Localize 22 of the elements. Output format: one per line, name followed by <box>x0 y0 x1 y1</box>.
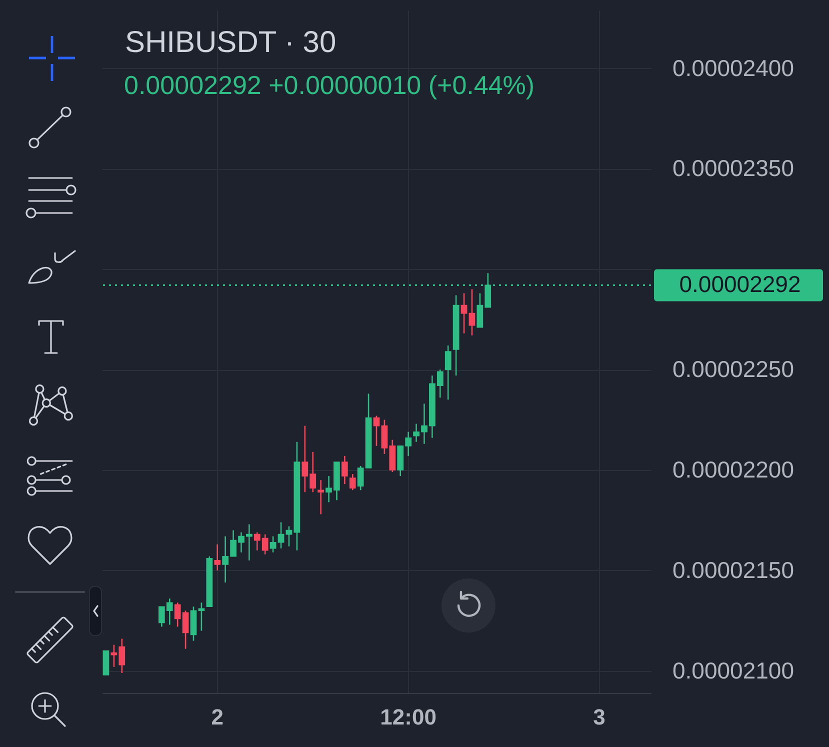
y-tick-label: 0.00002250 <box>672 356 794 382</box>
candlestick <box>373 415 380 447</box>
x-tick-label: 2 <box>211 704 224 730</box>
text: SHIBUSDT · 30 <box>125 26 336 59</box>
candlestick <box>468 288 476 336</box>
candlestick <box>214 544 221 572</box>
y-tick-label: 0.00002350 <box>672 155 794 182</box>
text: 0.00002292 +0.00000010 (+0.44%) <box>124 70 535 100</box>
candlestick <box>198 602 205 632</box>
candlestick <box>444 344 452 400</box>
ref-line-label: 0.00002292 <box>679 271 801 298</box>
y-tick-label: 0.00002100 <box>672 657 794 684</box>
y-tick-label: 0.00002400 <box>672 54 794 81</box>
candlestick <box>341 455 348 485</box>
x-tick-label: 3 <box>593 704 606 730</box>
y-tick-label: 0.00002150 <box>672 556 794 583</box>
candlestick <box>318 479 324 515</box>
y-tick-label: 0.00002200 <box>672 456 794 483</box>
candlestick <box>286 526 292 548</box>
candlestick <box>349 473 356 491</box>
candlestick <box>460 292 468 334</box>
x-tick-label: 12:00 <box>380 704 436 730</box>
